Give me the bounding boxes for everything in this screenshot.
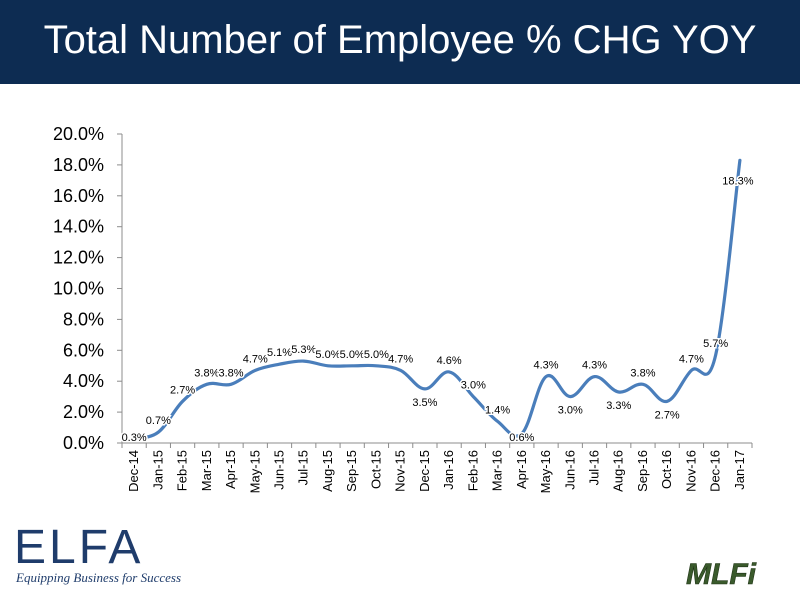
- mlfi-logo-text: MLFi: [686, 558, 757, 590]
- slide-title: Total Number of Employee % CHG YOY: [43, 18, 757, 62]
- elfa-logo: ELFA Equipping Business for Success: [14, 522, 184, 588]
- elfa-logo-tagline: Equipping Business for Success: [16, 570, 182, 585]
- data-label: 3.3%: [606, 400, 631, 412]
- data-label: 5.1%: [267, 347, 292, 359]
- x-tick-label: Jun-15: [272, 450, 287, 490]
- y-tick-label: 10.0%: [53, 279, 104, 299]
- data-label: 2.7%: [170, 384, 195, 396]
- y-tick-label: 16.0%: [53, 186, 104, 206]
- data-labels: 0.3%0.7%2.7%3.8% 3.8%4.7%5.1% 5.3% 5.0% 5.0%…: [120, 174, 755, 446]
- data-label: 4.6%: [437, 355, 462, 367]
- y-tick-label: 8.0%: [63, 309, 104, 329]
- data-label: 3.8%: [194, 367, 219, 379]
- data-label: 2.7%: [655, 409, 680, 421]
- x-tick-label: Jul-15: [296, 450, 311, 485]
- data-label: 0.6%: [509, 432, 534, 444]
- x-tick-label: Mar-16: [490, 450, 505, 491]
- x-tick-label: Jul-16: [587, 450, 602, 485]
- series-line-group: [132, 158, 742, 440]
- elfa-logo-wordmark: ELFA: [14, 521, 144, 574]
- x-tick-label: Dec-16: [708, 450, 723, 492]
- x-tick-label: Feb-15: [175, 450, 190, 491]
- y-tick-label: 4.0%: [63, 371, 104, 391]
- data-label: 3.0%: [461, 380, 486, 392]
- data-label: 3.8%: [630, 367, 655, 379]
- x-tick-label: Jan-17: [732, 450, 747, 490]
- x-tick-label: Apr-15: [223, 450, 238, 489]
- x-tick-label: Sep-16: [635, 450, 650, 492]
- data-label: 5.0%: [340, 349, 365, 361]
- x-tick-label: Feb-16: [465, 450, 480, 491]
- x-tick-label: Mar-15: [199, 450, 214, 491]
- x-tick-label: May-16: [538, 450, 553, 493]
- y-tick-label: 6.0%: [63, 340, 104, 360]
- x-tick-label: Aug-16: [611, 450, 626, 492]
- y-axis: 0.0% 2.0% 4.0% 6.0% 8.0% 10.0% 12.0% 14.0% 16.0%…: [53, 124, 123, 453]
- x-tick-label: Oct-16: [659, 450, 674, 489]
- y-tick-label: 0.0%: [63, 433, 104, 453]
- title-banner: [0, 0, 800, 84]
- y-tick-label: 2.0%: [63, 402, 104, 422]
- x-tick-label: Nov-16: [683, 450, 698, 492]
- mlfi-logo: MLFi: [686, 558, 757, 590]
- x-tick-label: Jun-16: [562, 450, 577, 490]
- x-tick-label: Jan-15: [150, 450, 165, 490]
- y-tick-label: 18.0%: [53, 155, 104, 175]
- y-tick-label: 20.0%: [53, 124, 104, 144]
- data-label: 5.3%: [291, 344, 316, 356]
- data-label: 4.7%: [679, 353, 704, 365]
- data-label: 3.5%: [412, 397, 437, 409]
- y-tick-label: 14.0%: [53, 217, 104, 237]
- x-tick-label: May-15: [247, 450, 262, 493]
- data-label: 3.0%: [558, 405, 583, 417]
- data-label: 4.7%: [243, 353, 268, 365]
- x-tick-label: Aug-15: [320, 450, 335, 492]
- x-tick-label: Nov-15: [393, 450, 408, 492]
- x-tick-label: Jan-16: [441, 450, 456, 490]
- x-tick-label: Dec-15: [417, 450, 432, 492]
- x-tick-label: Oct-15: [368, 450, 383, 489]
- data-label: 4.3%: [533, 360, 558, 372]
- data-label: 4.7%: [388, 353, 413, 365]
- x-axis: Dec-14 Jan-15 Feb-15 Mar-15 Apr-15 May-15 Jun-…: [121, 442, 753, 493]
- data-label: 0.7%: [146, 415, 171, 427]
- data-label: 5.0%: [364, 349, 389, 361]
- line-chart: 0.0% 2.0% 4.0% 6.0% 8.0% 10.0% 12.0% 14.0% 16.0%…: [53, 124, 755, 493]
- y-tick-label: 12.0%: [53, 248, 104, 268]
- data-label: 5.0%: [315, 349, 340, 361]
- x-tick-label: Apr-16: [514, 450, 529, 489]
- data-label: 0.3%: [122, 432, 147, 444]
- data-label: 3.8%: [218, 367, 243, 379]
- data-label: 4.3%: [582, 360, 607, 372]
- data-label: 1.4%: [485, 404, 510, 416]
- x-tick-label: Sep-15: [344, 450, 359, 492]
- data-label: 18.3%: [722, 175, 753, 187]
- data-label: 5.7%: [703, 338, 728, 350]
- x-tick-label: Dec-14: [126, 450, 141, 492]
